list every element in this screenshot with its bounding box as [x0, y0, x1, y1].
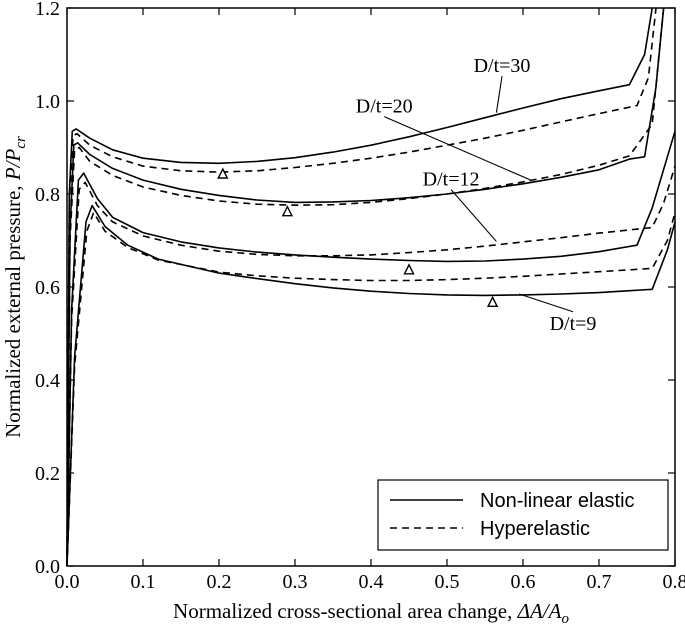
y-axis-label: Normalized external pressure, P/Pcr	[1, 136, 29, 438]
y-tick-label: 0.6	[35, 277, 60, 299]
triangle-marker	[486, 295, 499, 308]
legend-label-non-linear-elastic: Non-linear elastic	[480, 490, 635, 512]
triangle-marker	[281, 205, 294, 217]
annotation-d-t-30: D/t=30	[474, 55, 531, 77]
y-tick-label: 0.2	[35, 463, 60, 485]
triangle-marker	[403, 263, 415, 275]
series-line-d-t-30-hyperelastic	[66, 7, 657, 567]
annotation-d-t-12: D/t=12	[423, 169, 480, 191]
y-tick-label: 0.8	[35, 184, 60, 206]
x-tick-label: 0.7	[587, 571, 612, 593]
annotation-leader-d-t-12	[450, 189, 497, 242]
y-tick-label: 1.0	[35, 91, 60, 113]
x-tick-label: 0.5	[435, 571, 460, 593]
annotation-leader-d-t-9	[519, 293, 574, 313]
y-tick-label: 1.2	[35, 0, 60, 20]
legend-label-hyperelastic: Hyperelastic	[480, 518, 590, 540]
series-line-d-t-30-non-linear-elastic	[66, 7, 653, 567]
x-tick-label: 0.0	[55, 571, 80, 593]
series-line-d-t-20-hyperelastic	[66, 7, 665, 567]
plot-frame	[66, 7, 676, 567]
x-tick-label: 0.3	[283, 571, 308, 593]
annotation-leader-d-t-30	[495, 76, 503, 113]
legend-box	[377, 479, 669, 551]
series-line-d-t-9-non-linear-elastic	[66, 204, 676, 567]
x-tick-label: 0.1	[131, 571, 156, 593]
x-tick-label: 0.8	[663, 571, 685, 593]
y-tick-label: 0.0	[35, 556, 60, 578]
annotation-d-t-9: D/t=9	[550, 313, 597, 335]
y-tick-label: 0.4	[35, 370, 60, 392]
series-line-d-t-20-non-linear-elastic	[66, 7, 665, 567]
series-line-d-t-12-hyperelastic	[66, 165, 676, 567]
series-line-d-t-9-hyperelastic	[66, 211, 676, 567]
x-axis-label: Normalized cross-sectional area change, …	[173, 599, 569, 627]
x-tick-label: 0.6	[511, 571, 536, 593]
legend: Non-linear elastic Hyperelastic	[377, 479, 669, 551]
annotation-d-t-20: D/t=20	[356, 96, 413, 118]
triangle-marker	[217, 167, 229, 179]
plot-layer: 0.0 0.1 0.2 0.3 0.4 0.5 0.6 0.7 0.8 0.0 0.2 0.4 0.6 0…	[35, 0, 685, 593]
x-tick-label: 0.4	[359, 571, 384, 593]
x-tick-label: 0.2	[207, 571, 232, 593]
annotation-leader-d-t-20	[384, 116, 531, 181]
